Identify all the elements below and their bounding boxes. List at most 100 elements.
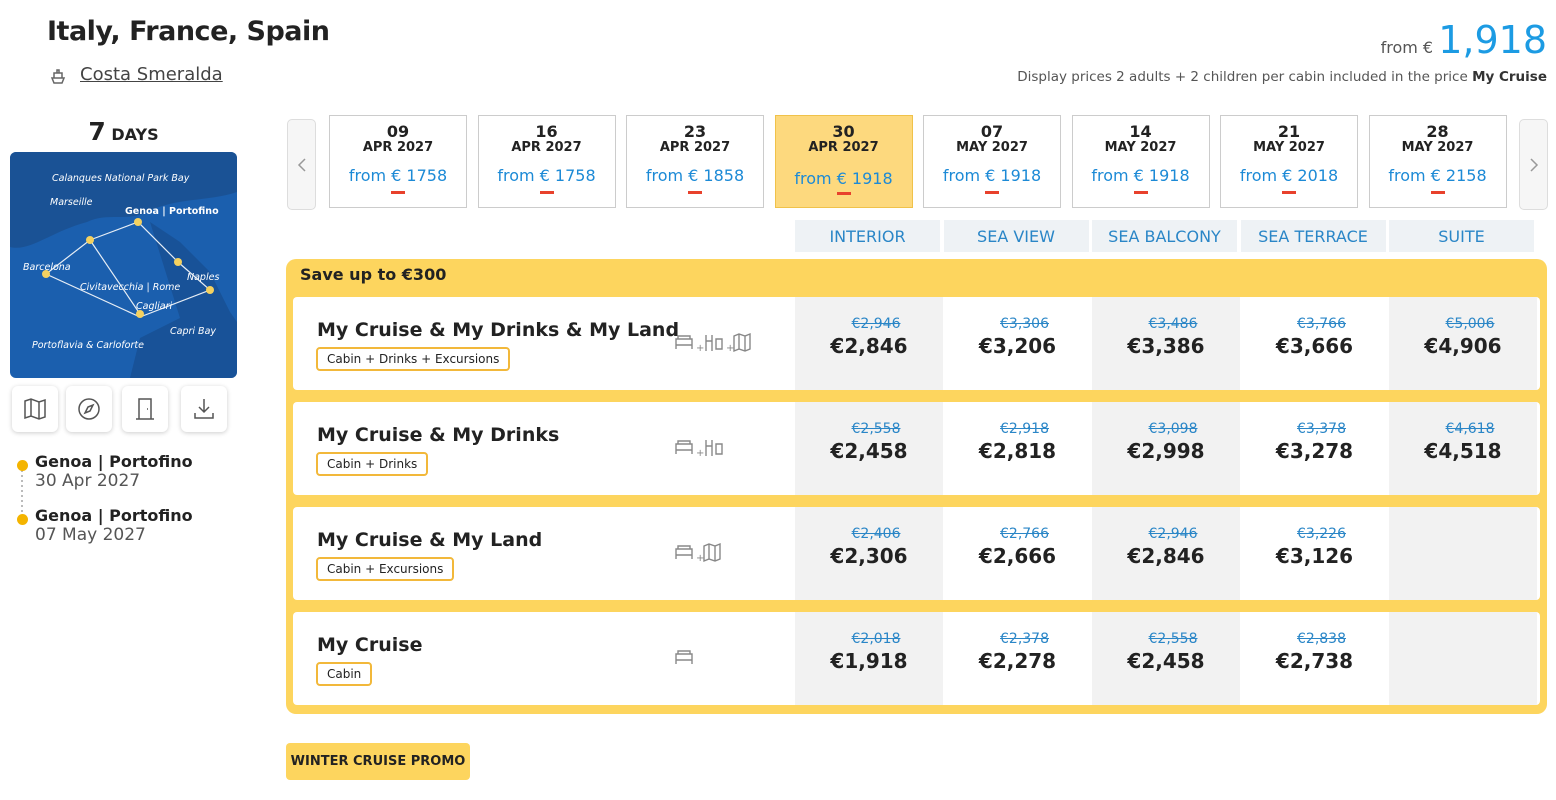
price-cell[interactable]: €2,558 €2,458 xyxy=(1092,612,1240,705)
ship-link[interactable]: Costa Smeralda xyxy=(80,64,223,85)
price-cell[interactable]: €4,618 €4,518 xyxy=(1389,402,1537,495)
cruise-title: Italy, France, Spain xyxy=(47,16,330,47)
current-price: €2,666 xyxy=(978,544,1057,568)
date-month: MAY 2027 xyxy=(956,140,1028,155)
days-label: DAYS xyxy=(111,125,159,144)
date-card[interactable]: 14 MAY 2027 from € 1918 xyxy=(1071,115,1210,208)
price: 1,918 xyxy=(1438,18,1547,62)
price-cell[interactable]: €2,838 €2,738 xyxy=(1241,612,1389,705)
date-card[interactable]: 07 MAY 2027 from € 1918 xyxy=(923,115,1061,208)
package-tag: Cabin + Drinks + Excursions xyxy=(316,347,511,371)
price-cell[interactable]: €3,766 €3,666 xyxy=(1241,297,1389,390)
date-marker xyxy=(985,191,999,194)
port: Genoa | Portofino xyxy=(35,452,193,471)
date-day: 16 xyxy=(535,122,558,141)
download-button[interactable] xyxy=(181,386,227,432)
price-cell[interactable]: €3,486 €3,386 xyxy=(1092,297,1240,390)
current-price: €2,306 xyxy=(830,544,908,568)
stop-date: 07 May 2027 xyxy=(35,525,146,545)
date-card[interactable]: 28 MAY 2027 from € 2158 xyxy=(1368,115,1507,208)
price-cell[interactable]: €2,018 €1,918 xyxy=(795,612,943,705)
old-price: €2,946 xyxy=(1148,526,1198,542)
date-day: 28 xyxy=(1426,122,1449,141)
current-price: €2,998 xyxy=(1127,439,1205,463)
promo-title: Save up to €300 xyxy=(300,265,447,284)
map-label: Civitavecchia | Rome xyxy=(80,282,180,293)
date-marker xyxy=(391,191,405,194)
date-card[interactable]: 21 MAY 2027 from € 2018 xyxy=(1220,115,1358,208)
price-cell[interactable]: €2,946 €2,846 xyxy=(1092,507,1240,600)
date-price: from € 1918 xyxy=(942,166,1042,185)
date-month: MAY 2027 xyxy=(1104,140,1177,155)
old-price: €3,098 xyxy=(1148,421,1198,437)
compass-button[interactable] xyxy=(66,386,112,432)
price-box: from € 1,918 xyxy=(1381,18,1547,62)
package-icons: + xyxy=(674,541,774,569)
date-day: 30 xyxy=(832,122,855,141)
current-price: €2,458 xyxy=(1127,649,1205,673)
price-cell[interactable]: €5,006 €4,906 xyxy=(1389,297,1537,390)
price-cell[interactable]: €2,558 €2,458 xyxy=(795,402,943,495)
old-price: €2,838 xyxy=(1297,631,1346,647)
price-cell[interactable]: €2,946 €2,846 xyxy=(795,297,943,390)
price-cell[interactable]: €3,306 €3,206 xyxy=(944,297,1092,390)
old-price: €3,378 xyxy=(1297,421,1346,437)
old-price: €2,558 xyxy=(851,421,901,437)
svg-text:+: + xyxy=(696,448,704,459)
next-dates[interactable] xyxy=(1519,119,1548,210)
date-marker xyxy=(539,191,554,194)
date-month: MAY 2027 xyxy=(1401,140,1474,155)
price-cell xyxy=(1389,507,1537,600)
price-cell[interactable]: €2,918 €2,818 xyxy=(944,402,1092,495)
date-marker xyxy=(1430,191,1445,194)
old-price: €2,946 xyxy=(851,316,901,332)
price-cell[interactable]: €2,406 €2,306 xyxy=(795,507,943,600)
date-price: from € 1918 xyxy=(1091,166,1190,185)
old-price: €2,406 xyxy=(851,526,901,542)
date-day: 14 xyxy=(1129,122,1152,141)
price-cell[interactable]: €3,378 €3,278 xyxy=(1241,402,1389,495)
itinerary-dot xyxy=(17,514,28,525)
old-price: €3,226 xyxy=(1297,526,1346,542)
prev-dates[interactable] xyxy=(287,119,316,210)
old-price: €2,558 xyxy=(1148,631,1198,647)
cabin-type: INTERIOR xyxy=(795,220,940,252)
old-price: €3,766 xyxy=(1297,316,1346,332)
old-price: €2,018 xyxy=(851,631,901,647)
map-button[interactable] xyxy=(12,386,58,432)
date-card[interactable]: 16 APR 2027 from € 1758 xyxy=(477,115,616,208)
door-button[interactable] xyxy=(122,386,168,432)
date-card[interactable]: 09 APR 2027 from € 1758 xyxy=(329,115,467,208)
package-tag: Cabin xyxy=(316,662,373,686)
itinerary-stop: Genoa | Portofino 30 Apr 2027 xyxy=(35,452,193,491)
date-month: APR 2027 xyxy=(808,140,879,155)
date-day: 21 xyxy=(1277,122,1301,141)
price-cell[interactable]: €3,098 €2,998 xyxy=(1092,402,1240,495)
route-map[interactable]: Calanques National Park Bay Marseille Geno… xyxy=(10,152,237,378)
promo-button[interactable]: WINTER CRUISE PROMO xyxy=(286,743,470,780)
date-day: 23 xyxy=(683,122,707,141)
date-card[interactable]: 23 APR 2027 from € 1858 xyxy=(626,115,764,208)
price-note: Display prices 2 adults + 2 children per… xyxy=(1017,69,1547,85)
price-cell[interactable]: €2,766 €2,666 xyxy=(944,507,1092,600)
package-name: My Cruise & My Land xyxy=(317,529,543,551)
map-label: Marseille xyxy=(50,197,93,208)
old-price: €2,766 xyxy=(1000,526,1049,542)
map-label: Cagliari xyxy=(136,301,172,312)
price-cell[interactable]: €3,226 €3,126 xyxy=(1241,507,1389,600)
price-prefix: from € xyxy=(1380,38,1434,57)
date-marker xyxy=(688,191,702,194)
date-price: from € 2158 xyxy=(1388,166,1487,185)
date-marker xyxy=(836,192,851,195)
date-month: APR 2027 xyxy=(362,140,434,155)
package-row: €2,018 €1,918 €2,378 €2,278 €2,558 €2,458 €2,8… xyxy=(293,612,1540,705)
current-price: €2,846 xyxy=(830,334,908,358)
current-price: €2,818 xyxy=(978,439,1057,463)
package-name: My Cruise & My Drinks & My Land xyxy=(317,319,680,341)
date-month: MAY 2027 xyxy=(1253,140,1325,155)
package-icons: + + xyxy=(674,331,774,359)
price-cell[interactable]: €2,378 €2,278 xyxy=(944,612,1092,705)
date-price: from € 1758 xyxy=(497,166,596,185)
date-card[interactable]: 30 APR 2027 from € 1918 xyxy=(774,115,913,208)
